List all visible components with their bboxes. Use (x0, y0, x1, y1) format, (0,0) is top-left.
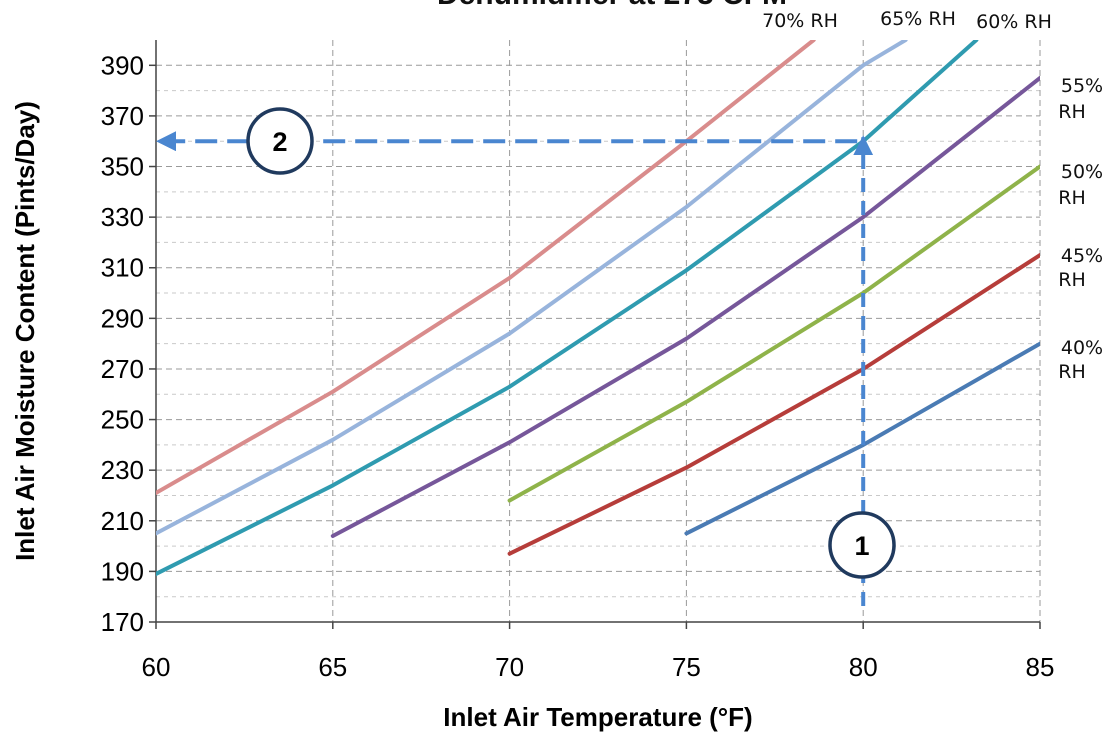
x-tick-label: 60 (142, 652, 171, 682)
series-line-70-rh (156, 40, 816, 495)
x-tick-label: 65 (318, 652, 347, 682)
series-label: RH (1058, 361, 1086, 383)
series-label: 55% (1061, 75, 1103, 97)
series-label: 70% RH (762, 10, 838, 32)
series-lines (156, 40, 1040, 576)
y-tick-label: 350 (101, 152, 144, 182)
y-tick-label: 170 (101, 607, 144, 637)
y-tick-label: 270 (101, 354, 144, 384)
y-axis-title: Inlet Air Moisture Content (Pints/Day) (10, 101, 40, 561)
y-tick-label: 190 (101, 556, 144, 586)
chart-title: Dehumidifier at 275 CFM (437, 0, 787, 11)
series-line-55-rh (330, 76, 1040, 538)
y-tick-label: 310 (101, 253, 144, 283)
series-label: 40% (1061, 337, 1103, 359)
annotation-2-label: 2 (272, 127, 287, 157)
callouts: 21 (156, 107, 896, 606)
series-label: RH (1058, 187, 1086, 209)
series-label: RH (1058, 269, 1086, 291)
grid (156, 40, 1041, 622)
x-tick-label: 80 (849, 652, 878, 682)
x-tick-label: 75 (672, 652, 701, 682)
y-tick-label: 250 (101, 405, 144, 435)
series-line-60-rh (156, 40, 979, 576)
series-line-50-rh (507, 164, 1040, 503)
series-label: RH (1058, 101, 1086, 123)
y-tick-label: 210 (101, 506, 144, 536)
series-label: 50% (1061, 161, 1103, 183)
series-label: 60% RH (976, 11, 1052, 33)
x-tick-label: 70 (495, 652, 524, 682)
y-tick-label: 370 (101, 101, 144, 131)
x-axis-title: Inlet Air Temperature (°F) (443, 702, 752, 732)
y-tick-label: 290 (101, 303, 144, 333)
series-label: 45% (1061, 245, 1103, 267)
series-line-65-rh (156, 40, 908, 536)
annotation-1-circle (828, 511, 896, 579)
y-tick-label: 330 (101, 202, 144, 232)
annotation-2-circle (246, 107, 314, 175)
annotation-1-label: 1 (854, 531, 869, 561)
y-tick-label: 390 (101, 50, 144, 80)
y-tick-label: 230 (101, 455, 144, 485)
series-label: 65% RH (880, 8, 956, 30)
x-tick-label: 85 (1026, 652, 1055, 682)
series-line-45-rh (507, 253, 1040, 556)
